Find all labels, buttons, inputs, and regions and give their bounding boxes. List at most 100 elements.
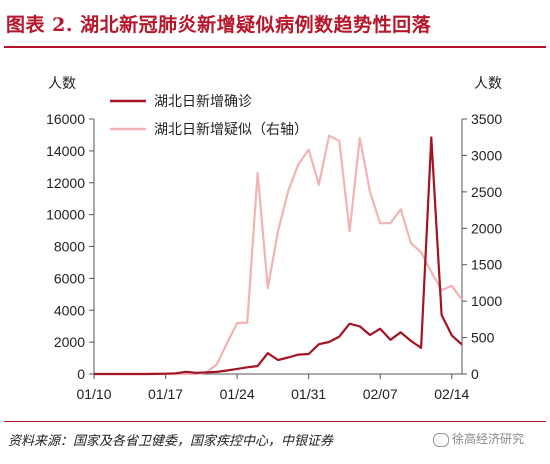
- data-point-confirmed: [308, 353, 310, 355]
- data-point-suspected: [348, 230, 350, 232]
- data-point-suspected: [318, 183, 320, 185]
- data-point-confirmed: [226, 369, 228, 371]
- data-point-confirmed: [205, 371, 207, 373]
- data-point-confirmed: [420, 347, 422, 349]
- data-point-suspected: [359, 137, 361, 139]
- data-point-suspected: [185, 373, 187, 375]
- x-tick-label: 01/17: [148, 386, 183, 402]
- data-point-suspected: [400, 208, 402, 210]
- data-point-confirmed: [348, 323, 350, 325]
- data-point-confirmed: [461, 343, 463, 345]
- data-point-confirmed: [338, 335, 340, 337]
- data-point-suspected: [297, 163, 299, 165]
- data-point-suspected: [369, 191, 371, 193]
- data-point-confirmed: [267, 352, 269, 354]
- chart-canvas: 人数 人数020004000600080001000012000140001600…: [46, 76, 502, 402]
- data-point-confirmed: [236, 368, 238, 370]
- data-point-suspected: [430, 271, 432, 273]
- source-note: 资料来源：国家及各省卫健委，国家疾控中心，中银证券: [8, 434, 334, 449]
- x-tick-label: 01/31: [291, 386, 326, 402]
- data-point-confirmed: [318, 343, 320, 345]
- data-point-suspected: [256, 172, 258, 174]
- data-point-suspected: [226, 342, 228, 344]
- x-tick-label: 02/07: [363, 386, 398, 402]
- watermark: 徐高经济研究: [433, 430, 524, 447]
- data-point-suspected: [379, 222, 381, 224]
- series-line-confirmed: [94, 136, 463, 376]
- right-tick-label: 1500: [471, 257, 502, 273]
- data-point-confirmed: [277, 359, 279, 361]
- data-point-confirmed: [359, 325, 361, 327]
- data-point-confirmed: [440, 314, 442, 316]
- left-tick-label: 6000: [54, 270, 85, 286]
- data-point-suspected: [389, 222, 391, 224]
- data-point-confirmed: [134, 373, 136, 375]
- data-point-confirmed: [154, 373, 156, 375]
- right-tick-label: 1000: [471, 293, 502, 309]
- data-point-confirmed: [93, 373, 95, 375]
- data-point-confirmed: [256, 365, 258, 367]
- right-tick-label: 0: [471, 366, 479, 382]
- watermark-label: 徐高经济研究: [452, 432, 525, 446]
- data-point-confirmed: [297, 353, 299, 355]
- data-point-suspected: [461, 299, 463, 301]
- data-point-suspected: [338, 140, 340, 142]
- wechat-icon: [433, 432, 449, 447]
- left-tick-label: 0: [77, 366, 85, 382]
- data-point-confirmed: [164, 373, 166, 375]
- data-point-suspected: [277, 230, 279, 232]
- data-point-suspected: [267, 287, 269, 289]
- data-point-confirmed: [195, 372, 197, 374]
- data-point-suspected: [420, 251, 422, 253]
- right-axis-unit: 人数: [474, 76, 502, 92]
- left-tick-label: 12000: [46, 175, 85, 191]
- right-tick-label: 3000: [471, 147, 502, 163]
- data-point-confirmed: [113, 373, 115, 375]
- right-tick-label: 2500: [471, 184, 502, 200]
- data-point-confirmed: [430, 136, 432, 138]
- data-point-confirmed: [400, 331, 402, 333]
- data-point-suspected: [287, 190, 289, 192]
- data-point-confirmed: [216, 371, 218, 373]
- legend-item-suspected-label: 湖北日新增疑似（右轴）: [154, 122, 308, 138]
- source-divider: [4, 421, 546, 422]
- data-point-confirmed: [389, 339, 391, 341]
- data-point-confirmed: [246, 366, 248, 368]
- data-point-suspected: [410, 242, 412, 244]
- data-point-suspected: [328, 135, 330, 137]
- left-tick-label: 16000: [46, 111, 85, 127]
- right-tick-label: 500: [471, 330, 495, 346]
- left-tick-label: 2000: [54, 334, 85, 350]
- chart-axes: 人数 人数020004000600080001000012000140001600…: [46, 76, 502, 402]
- data-point-confirmed: [287, 356, 289, 358]
- figure-title: 图表 2. 湖北新冠肺炎新增疑似病例数趋势性回落: [6, 14, 432, 36]
- chart-series: [93, 134, 463, 376]
- data-point-confirmed: [328, 341, 330, 343]
- data-point-confirmed: [379, 328, 381, 330]
- data-point-confirmed: [451, 334, 453, 336]
- left-tick-label: 8000: [54, 239, 85, 255]
- left-tick-label: 10000: [46, 207, 85, 223]
- left-axis-unit: 人数: [48, 76, 76, 92]
- data-point-suspected: [308, 148, 310, 150]
- data-point-suspected: [236, 322, 238, 324]
- data-point-confirmed: [144, 373, 146, 375]
- title-underline: [4, 46, 546, 48]
- x-tick-label: 01/10: [76, 386, 111, 402]
- data-point-confirmed: [103, 373, 105, 375]
- x-tick-label: 02/14: [434, 386, 469, 402]
- data-point-suspected: [216, 363, 218, 365]
- right-tick-label: 2000: [471, 220, 502, 236]
- legend-item-confirmed-label: 湖北日新增确诊: [154, 94, 252, 110]
- data-point-confirmed: [410, 340, 412, 342]
- data-point-confirmed: [185, 371, 187, 373]
- data-point-suspected: [451, 285, 453, 287]
- left-tick-label: 14000: [46, 143, 85, 159]
- left-tick-label: 4000: [54, 302, 85, 318]
- data-point-confirmed: [124, 373, 126, 375]
- data-point-suspected: [246, 321, 248, 323]
- x-tick-label: 01/24: [220, 386, 255, 402]
- right-tick-label: 3500: [471, 111, 502, 127]
- data-point-confirmed: [175, 372, 177, 374]
